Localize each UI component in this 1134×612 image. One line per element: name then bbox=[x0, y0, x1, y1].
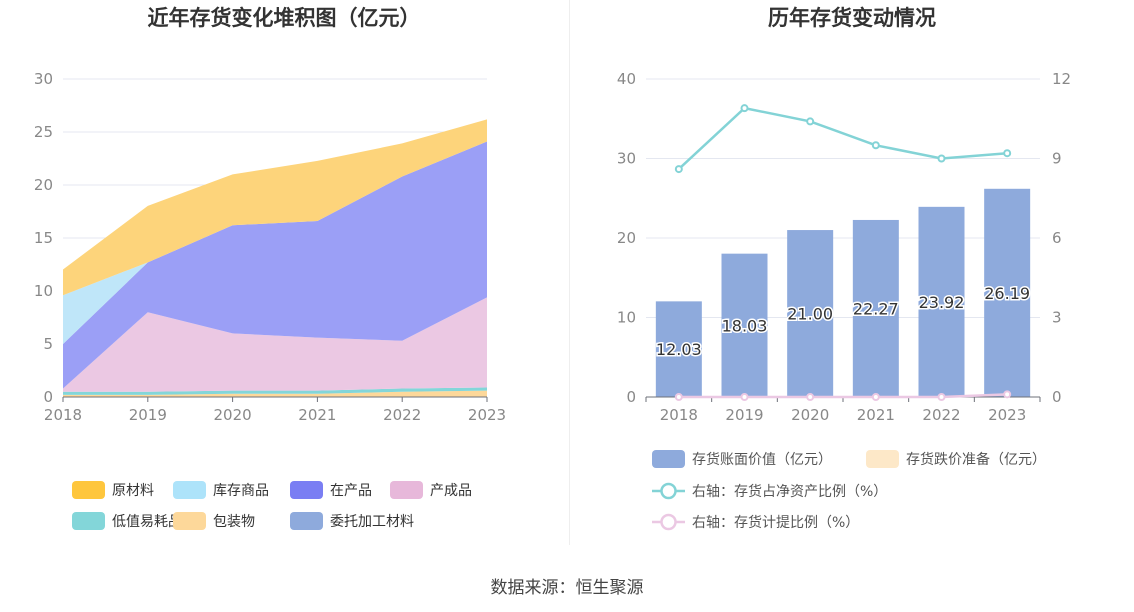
data-source-note: 数据来源：恒生聚源 bbox=[490, 578, 644, 598]
area-series bbox=[63, 119, 487, 296]
bar bbox=[787, 230, 834, 397]
legend-label: 库存商品 bbox=[213, 483, 269, 499]
y-tick-label: 20 bbox=[34, 176, 53, 194]
legend-swatch bbox=[290, 481, 323, 499]
legend-label: 右轴：存货占净资产比例（%） bbox=[692, 483, 887, 500]
y2-tick-label: 0 bbox=[1052, 388, 1062, 406]
y-tick-label: 30 bbox=[34, 70, 53, 88]
y-tick-label: 15 bbox=[34, 229, 53, 247]
legend-label: 存货跌价准备（亿元） bbox=[906, 451, 1046, 468]
panel-divider bbox=[569, 0, 570, 545]
legend-marker bbox=[660, 513, 677, 531]
line-point bbox=[674, 165, 683, 174]
x-tick-label: 2021 bbox=[298, 406, 336, 424]
y-tick-label: 30 bbox=[617, 150, 636, 168]
legend-swatch bbox=[290, 512, 323, 530]
legend-label: 委托加工材料 bbox=[330, 514, 414, 530]
line-point bbox=[740, 104, 749, 113]
legend-label: 在产品 bbox=[330, 483, 372, 499]
legend-label: 存货账面价值（亿元） bbox=[692, 451, 832, 468]
stacked-area-chart: 0 5 10 15 20 25 30 2018 2019 2020 2021 2022 2023 原材料 库… bbox=[34, 70, 506, 530]
x-tick-label: 2023 bbox=[468, 406, 506, 424]
line-point bbox=[871, 141, 880, 150]
bar-value-label: 21.00 bbox=[787, 305, 833, 324]
line-point bbox=[806, 117, 815, 126]
legend-label: 原材料 bbox=[112, 483, 154, 499]
legend-label: 右轴：存货计提比例（%） bbox=[692, 514, 859, 531]
right-chart-title: 历年存货变动情况 bbox=[768, 6, 936, 30]
area-series bbox=[63, 141, 487, 389]
y-tick-label: 0 bbox=[43, 388, 53, 406]
y2-tick-label: 3 bbox=[1052, 309, 1062, 327]
legend-swatch bbox=[390, 481, 423, 499]
left-chart-title: 近年存货变化堆积图（亿元） bbox=[147, 6, 421, 30]
bar bbox=[655, 301, 702, 397]
x-tick-label: 2022 bbox=[383, 406, 421, 424]
x-tick-label: 2019 bbox=[129, 406, 167, 424]
legend-swatch bbox=[173, 481, 206, 499]
bar-line-chart: 0 10 20 30 40 0 3 6 9 12 2018 2019 2020 2021 2022 2023 1… bbox=[617, 70, 1071, 531]
bar-value-label: 22.27 bbox=[853, 299, 899, 318]
area-series bbox=[63, 297, 487, 392]
line-point bbox=[1003, 390, 1012, 399]
y-tick-label: 10 bbox=[34, 282, 53, 300]
x-tick-label: 2021 bbox=[857, 406, 895, 424]
legend-swatch bbox=[72, 481, 105, 499]
x-tick-label: 2019 bbox=[725, 406, 763, 424]
bar bbox=[918, 206, 965, 397]
y-tick-label: 20 bbox=[617, 229, 636, 247]
y-tick-label: 0 bbox=[626, 388, 636, 406]
line-point bbox=[937, 154, 946, 163]
x-tick-label: 2018 bbox=[660, 406, 698, 424]
x-tick-label: 2020 bbox=[214, 406, 252, 424]
bar bbox=[852, 219, 899, 397]
line-point bbox=[871, 393, 880, 401]
legend-swatch bbox=[866, 450, 899, 468]
y2-tick-label: 9 bbox=[1052, 150, 1062, 168]
legend-swatch bbox=[652, 450, 685, 468]
line-point bbox=[1003, 149, 1012, 158]
y-tick-label: 5 bbox=[43, 335, 53, 353]
line-point bbox=[937, 393, 946, 401]
line-series bbox=[677, 106, 1008, 171]
y-tick-label: 40 bbox=[617, 70, 636, 88]
bar-value-label: 26.19 bbox=[984, 284, 1030, 303]
bar-value-label: 18.03 bbox=[722, 316, 768, 335]
bar bbox=[721, 253, 768, 397]
legend-swatch bbox=[72, 512, 105, 530]
legend-label: 包装物 bbox=[213, 514, 255, 530]
area-series bbox=[63, 387, 487, 395]
x-tick-label: 2023 bbox=[988, 406, 1026, 424]
legend-label: 低值易耗品 bbox=[112, 514, 182, 530]
y-tick-label: 25 bbox=[34, 123, 53, 141]
bar bbox=[984, 188, 1031, 397]
y-tick-label: 10 bbox=[617, 309, 636, 327]
stacked-area-chart-panel: 近年存货变化堆积图（亿元） 0 5 10 15 20 25 30 2018 2019 2020 20… bbox=[0, 0, 568, 560]
x-tick-label: 2018 bbox=[44, 406, 82, 424]
bar-value-label: 23.92 bbox=[919, 293, 965, 312]
y2-tick-label: 6 bbox=[1052, 229, 1062, 247]
legend-label: 产成品 bbox=[430, 483, 472, 499]
line-point bbox=[806, 393, 815, 401]
line-point bbox=[674, 393, 683, 401]
bar-line-chart-panel: 历年存货变动情况 0 10 20 30 40 0 3 6 9 12 2018 2019 2020 2021… bbox=[570, 0, 1134, 560]
x-tick-label: 2022 bbox=[922, 406, 960, 424]
x-tick-label: 2020 bbox=[791, 406, 829, 424]
legend-swatch bbox=[173, 512, 206, 530]
legend-marker bbox=[660, 482, 677, 500]
y2-tick-label: 12 bbox=[1052, 70, 1071, 88]
line-point bbox=[740, 393, 749, 401]
line-series bbox=[678, 393, 1008, 399]
bar-value-label: 12.03 bbox=[656, 340, 702, 359]
